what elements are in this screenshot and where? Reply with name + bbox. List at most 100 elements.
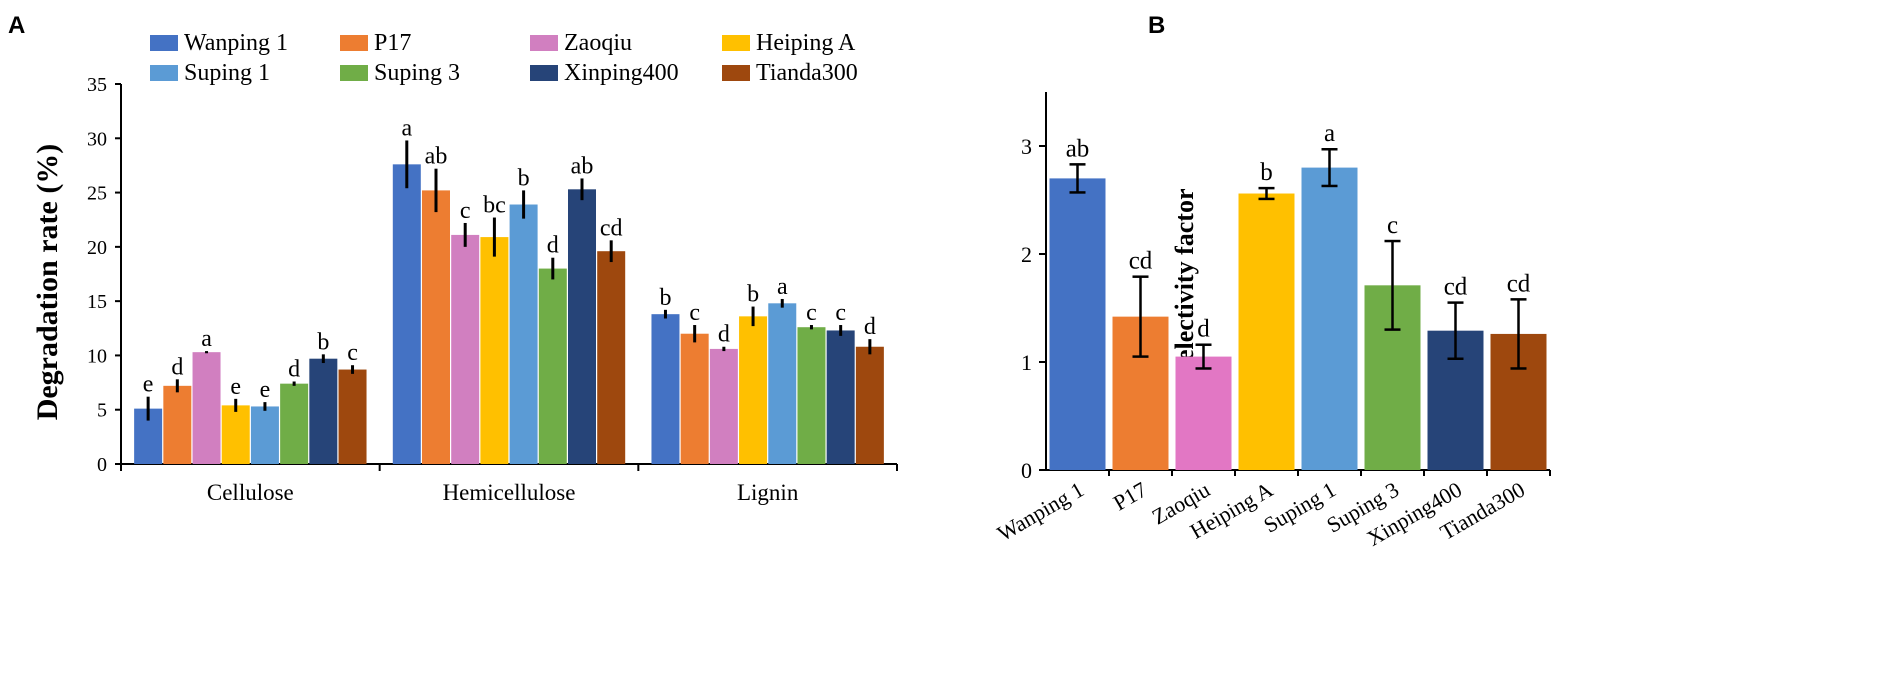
- legend-label: Wanping 1: [184, 30, 288, 56]
- bar: [221, 405, 250, 464]
- significance-label: d: [171, 354, 183, 380]
- bar: [422, 190, 450, 464]
- significance-label: bc: [483, 193, 506, 219]
- bar: [768, 303, 797, 464]
- bar: [480, 237, 509, 464]
- panel-label-a: A: [8, 12, 25, 39]
- y-tick-label: 30: [87, 128, 107, 150]
- y-tick-label: 15: [87, 291, 107, 313]
- x-category-label: Cellulose: [207, 480, 294, 505]
- bar: [163, 385, 192, 464]
- significance-label: cd: [1129, 248, 1153, 275]
- legend-swatch: [340, 65, 368, 81]
- significance-label: b: [659, 285, 671, 311]
- y-tick-label: 10: [87, 345, 107, 367]
- bar: [568, 189, 596, 465]
- x-category-label: Wanping 1: [993, 477, 1088, 546]
- legend-swatch: [150, 65, 178, 81]
- bars: ab cd d b a c cd cd: [1049, 120, 1547, 470]
- significance-label: cd: [1507, 270, 1531, 297]
- bar: [739, 316, 768, 464]
- y-tick-label: 20: [87, 237, 107, 259]
- y-axis-title: Degradation rate (%): [31, 144, 64, 421]
- bar: [797, 327, 826, 464]
- bar: [538, 268, 567, 464]
- legend-label: Zaoqiu: [564, 30, 632, 56]
- y-tick-label: 25: [87, 183, 107, 205]
- significance-label: a: [1324, 120, 1335, 147]
- significance-label: c: [835, 300, 846, 326]
- significance-label: ab: [425, 144, 448, 170]
- bar: [855, 346, 884, 464]
- significance-label: c: [806, 300, 817, 326]
- legend-swatch: [530, 35, 558, 51]
- bar: [338, 369, 367, 464]
- y-tick-label: 0: [97, 454, 107, 476]
- significance-label: b: [1260, 159, 1273, 186]
- significance-label: b: [317, 329, 329, 355]
- bar: [651, 314, 680, 464]
- significance-label: a: [401, 115, 412, 141]
- y-tick-label: 2: [1021, 242, 1032, 267]
- legend-swatch: [340, 35, 368, 51]
- bar: [826, 330, 855, 464]
- x-category-label: Hemicellulose: [443, 480, 576, 505]
- significance-label: d: [288, 356, 300, 382]
- x-category-label: Suping 1: [1259, 477, 1340, 538]
- bar: [509, 204, 538, 464]
- significance-label: a: [201, 326, 212, 352]
- significance-label: c: [347, 340, 358, 366]
- bar: [1049, 178, 1106, 470]
- bar: [392, 164, 421, 465]
- significance-label: b: [518, 165, 530, 191]
- significance-label: d: [547, 233, 559, 259]
- significance-label: cd: [1444, 274, 1468, 301]
- y-tick-label: 0: [1021, 458, 1032, 483]
- significance-label: d: [718, 322, 730, 348]
- x-category-label: P17: [1109, 477, 1151, 516]
- panel-label-b: B: [1148, 12, 1165, 39]
- legend-label: Tianda300: [756, 60, 858, 86]
- panel-a: A Wanping 1 P17 Zaoqiu Heiping A Suping 1 Sup…: [8, 12, 898, 505]
- y-axis-title: Selectivity factor: [1170, 189, 1199, 376]
- significance-label: c: [460, 198, 471, 224]
- significance-label: d: [864, 314, 876, 340]
- bar: [680, 333, 709, 464]
- significance-label: e: [143, 372, 154, 398]
- significance-label: b: [747, 282, 759, 308]
- y-tick-label: 35: [87, 74, 107, 96]
- significance-label: ab: [571, 153, 594, 179]
- bar: [451, 234, 480, 464]
- legend-label: Suping 3: [374, 60, 460, 86]
- significance-label: a: [777, 274, 788, 300]
- legend-swatch: [722, 35, 750, 51]
- bar: [1238, 193, 1295, 470]
- legend: Wanping 1 P17 Zaoqiu Heiping A Suping 1 Supin…: [150, 30, 858, 86]
- legend-label: Xinping400: [564, 60, 679, 86]
- x-category-label: Lignin: [737, 480, 799, 505]
- bar: [280, 383, 309, 464]
- legend-swatch: [530, 65, 558, 81]
- significance-label: c: [1387, 212, 1398, 239]
- bar: [309, 358, 338, 464]
- significance-label: ab: [1066, 135, 1090, 162]
- legend-label: Suping 1: [184, 60, 270, 86]
- bar: [1301, 167, 1358, 470]
- y-tick-label: 5: [97, 400, 107, 422]
- y-tick-label: 1: [1021, 350, 1032, 375]
- axes: 0 5 10 15 20 25 30 35 Cellulose Hemicellulose Lign…: [87, 74, 898, 505]
- y-tick-label: 3: [1021, 134, 1032, 159]
- significance-label: cd: [600, 215, 623, 241]
- bar: [597, 251, 626, 464]
- bar: [1175, 356, 1232, 470]
- bar: [709, 348, 738, 464]
- significance-label: c: [689, 300, 700, 326]
- bar: [192, 352, 221, 464]
- legend-label: P17: [374, 30, 411, 56]
- legend-label: Heiping A: [756, 30, 856, 56]
- bar: [250, 406, 279, 464]
- significance-label: d: [1197, 316, 1210, 343]
